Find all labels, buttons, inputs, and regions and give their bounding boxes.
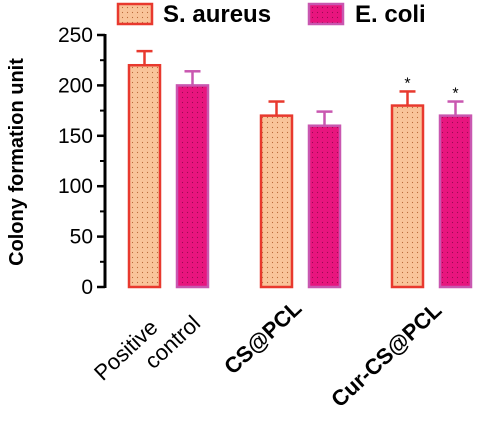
y-tick-label: 50 xyxy=(70,226,93,249)
y-tick-label: 0 xyxy=(81,276,93,299)
x-tick-label-line: Cur-CS@PCL xyxy=(326,297,446,412)
bar-group-1-0 xyxy=(175,70,210,289)
bar-group-0-2: * xyxy=(390,75,425,289)
significance-marker: * xyxy=(404,75,410,92)
x-tick-label-line: CS@PCL xyxy=(219,295,306,379)
bars: ** xyxy=(127,49,473,289)
bar xyxy=(438,114,473,289)
legend: S. aureus E. coli xyxy=(116,1,426,28)
x-tick-label: Positivecontrol xyxy=(89,291,205,404)
y-tick-label: 200 xyxy=(58,74,93,97)
bar-group-1-1 xyxy=(307,110,342,289)
bar-group-1-2: * xyxy=(438,86,473,289)
y-tick-label: 150 xyxy=(58,125,93,148)
legend-swatch-s-aureus xyxy=(116,2,154,26)
bar-group-0-1 xyxy=(259,100,294,289)
legend-swatch-e-coli xyxy=(307,2,345,26)
x-tick-label: Cur-CS@PCL xyxy=(326,297,446,412)
x-tick-labels: Positivecontrol CS@PCL Cur-CS@PCL xyxy=(89,291,446,412)
y-tick-label: 250 xyxy=(58,24,93,47)
axes: 0 50 100 150 200 250 xyxy=(58,24,107,299)
bar xyxy=(127,63,162,289)
legend-label-s-aureus: S. aureus xyxy=(163,1,271,28)
y-tick-label: 100 xyxy=(58,175,93,198)
bar xyxy=(259,114,294,289)
bar-group-0-0 xyxy=(127,49,162,289)
legend-label-e-coli: E. coli xyxy=(355,1,426,28)
bar xyxy=(390,104,425,289)
significance-marker: * xyxy=(452,86,458,103)
bar xyxy=(175,84,210,289)
bar xyxy=(307,124,342,289)
x-tick-label: CS@PCL xyxy=(219,295,306,379)
y-axis-label: Colony formation unit xyxy=(6,58,28,266)
